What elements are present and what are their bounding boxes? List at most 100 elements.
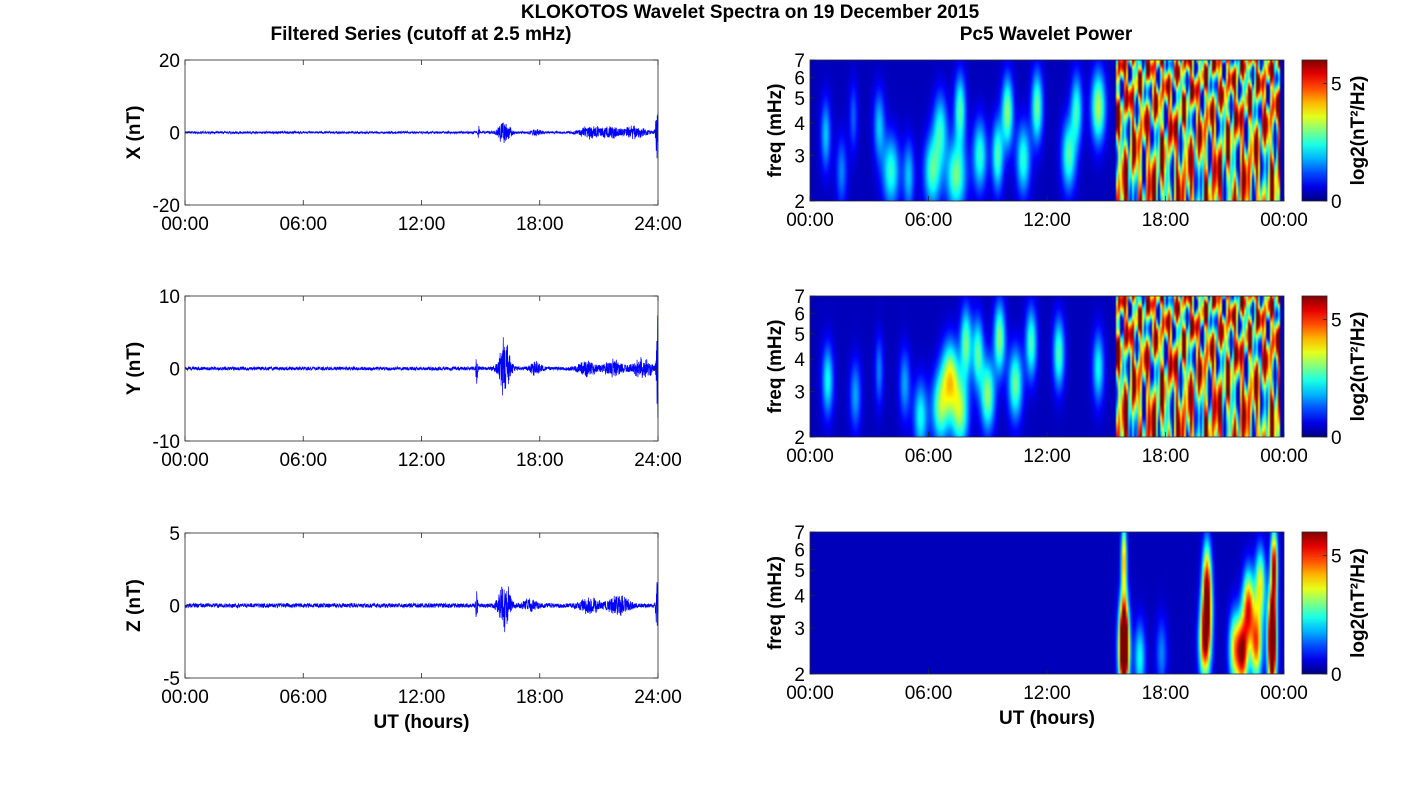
x-axis-label: UT (hours) [373,712,469,733]
x-tick-label: 12:00 [398,214,446,235]
y-tick-label: 3 [794,382,805,403]
y-tick-label: 4 [794,586,805,607]
y-tick-label: 5 [794,561,805,582]
x-tick-label: 06:00 [905,446,953,467]
x-tick-label: 06:00 [279,214,327,235]
x-tick-label: 06:00 [279,687,327,708]
colorbar-gradient [1302,296,1327,437]
colorbar-frame [1301,59,1328,202]
colorbar-y: 0 5 log2(nT²/Hz) [1301,295,1369,449]
y-tick-label: -20 [153,196,180,217]
colorbar-tick-label: 0 [1331,665,1342,686]
x-tick-label: 00:00 [786,446,834,467]
x-tick-label: 00:00 [786,683,834,704]
signal-line-z [184,581,659,633]
y-axis-label: Y (nT) [124,342,145,395]
x-tick-label: 12:00 [398,687,446,708]
x-tick-label: 06:00 [905,683,953,704]
y-axis-label: freq (mHz) [765,84,786,178]
x-tick-label: 06:00 [279,450,327,471]
signal-line-x [184,113,659,159]
x-tick-label: 00:00 [161,214,209,235]
x-axis-label: UT (hours) [999,708,1095,729]
y-tick-label: -5 [163,669,180,690]
y-tick-label: 6 [794,68,805,89]
colorbar-z: 0 5 log2(nT²/Hz) [1301,531,1369,686]
colorbar-label: log2(nT²/Hz) [1348,548,1369,658]
y-tick-label: 20 [159,51,180,72]
right-column-title: Pc5 Wavelet Power [960,24,1133,45]
y-axis-label: freq (mHz) [765,320,786,414]
x-tick-label: 12:00 [1023,683,1071,704]
y-tick-label: 0 [169,597,180,618]
x-tick-label: 12:00 [1023,446,1071,467]
y-tick-label: 4 [794,350,805,371]
x-tick-label: 24:00 [634,450,682,471]
y-tick-label: 7 [794,523,805,544]
colorbar-frame [1301,295,1328,438]
colorbar-tick-label: 5 [1331,311,1342,332]
wavelet-power-map-x [810,60,1284,201]
x-tick-label: 12:00 [398,450,446,471]
y-tick-label: 2 [794,665,805,686]
y-tick-label: 6 [794,304,805,325]
x-tick-label: 18:00 [516,687,564,708]
colorbar-tick-label: 5 [1331,547,1342,568]
x-tick-label: 18:00 [516,450,564,471]
y-tick-label: 7 [794,51,805,72]
line-panel-y: -10 0 10 00:00 06:00 12:00 18:00 24:00 Y (nT) [124,287,682,471]
colorbar-frame [1301,531,1328,675]
left-column-title: Filtered Series (cutoff at 2.5 mHz) [271,24,572,45]
colorbar-tick-label: 0 [1331,428,1342,449]
colorbar-label: log2(nT²/Hz) [1348,76,1369,186]
y-axis-label: Z (nT) [124,579,145,632]
colorbar-label: log2(nT²/Hz) [1348,312,1369,422]
colorbar-gradient [1302,532,1327,674]
wavelet-power-map-y [810,296,1284,437]
y-tick-label: 5 [794,89,805,110]
x-tick-label: 00:00 [1260,683,1308,704]
wavelet-power-map-z [810,532,1284,674]
colorbar-tick-label: 0 [1331,192,1342,213]
x-tick-label: 18:00 [1142,446,1190,467]
y-tick-label: 5 [169,524,180,545]
y-tick-label: 5 [794,325,805,346]
y-tick-label: 0 [169,360,180,381]
x-tick-label: 00:00 [161,450,209,471]
y-tick-label: 0 [169,124,180,145]
figure-title: KLOKOTOS Wavelet Spectra on 19 December … [521,2,980,23]
y-tick-label: -10 [153,432,180,453]
y-tick-label: 6 [794,540,805,561]
x-tick-label: 06:00 [905,210,953,231]
colorbar-x: 0 5 log2(nT²/Hz) [1301,59,1369,213]
x-tick-label: 24:00 [634,214,682,235]
x-tick-label: 18:00 [1142,683,1190,704]
y-tick-label: 3 [794,619,805,640]
x-tick-label: 00:00 [786,210,834,231]
x-tick-label: 24:00 [634,687,682,708]
colorbar-tick-label: 5 [1331,75,1342,96]
y-tick-label: 2 [794,192,805,213]
line-panel-z: -5 0 5 00:00 06:00 12:00 18:00 24:00 Z (nT) UT (h… [124,524,682,733]
x-tick-label: 18:00 [1142,210,1190,231]
signal-line-y [184,315,659,418]
x-tick-label: 00:00 [161,687,209,708]
y-tick-label: 4 [794,114,805,135]
x-tick-label: 00:00 [1260,210,1308,231]
x-tick-label: 12:00 [1023,210,1071,231]
x-tick-label: 18:00 [516,214,564,235]
y-tick-label: 10 [159,287,180,308]
y-tick-label: 7 [794,287,805,308]
line-panel-x: -20 0 20 00:00 06:00 12:00 18:00 24:00 X (nT) [124,51,682,235]
y-axis-label: X (nT) [124,106,145,160]
y-axis-label: freq (mHz) [765,556,786,650]
x-tick-label: 00:00 [1260,446,1308,467]
y-tick-label: 3 [794,146,805,167]
y-tick-label: 2 [794,428,805,449]
colorbar-gradient [1302,60,1327,201]
